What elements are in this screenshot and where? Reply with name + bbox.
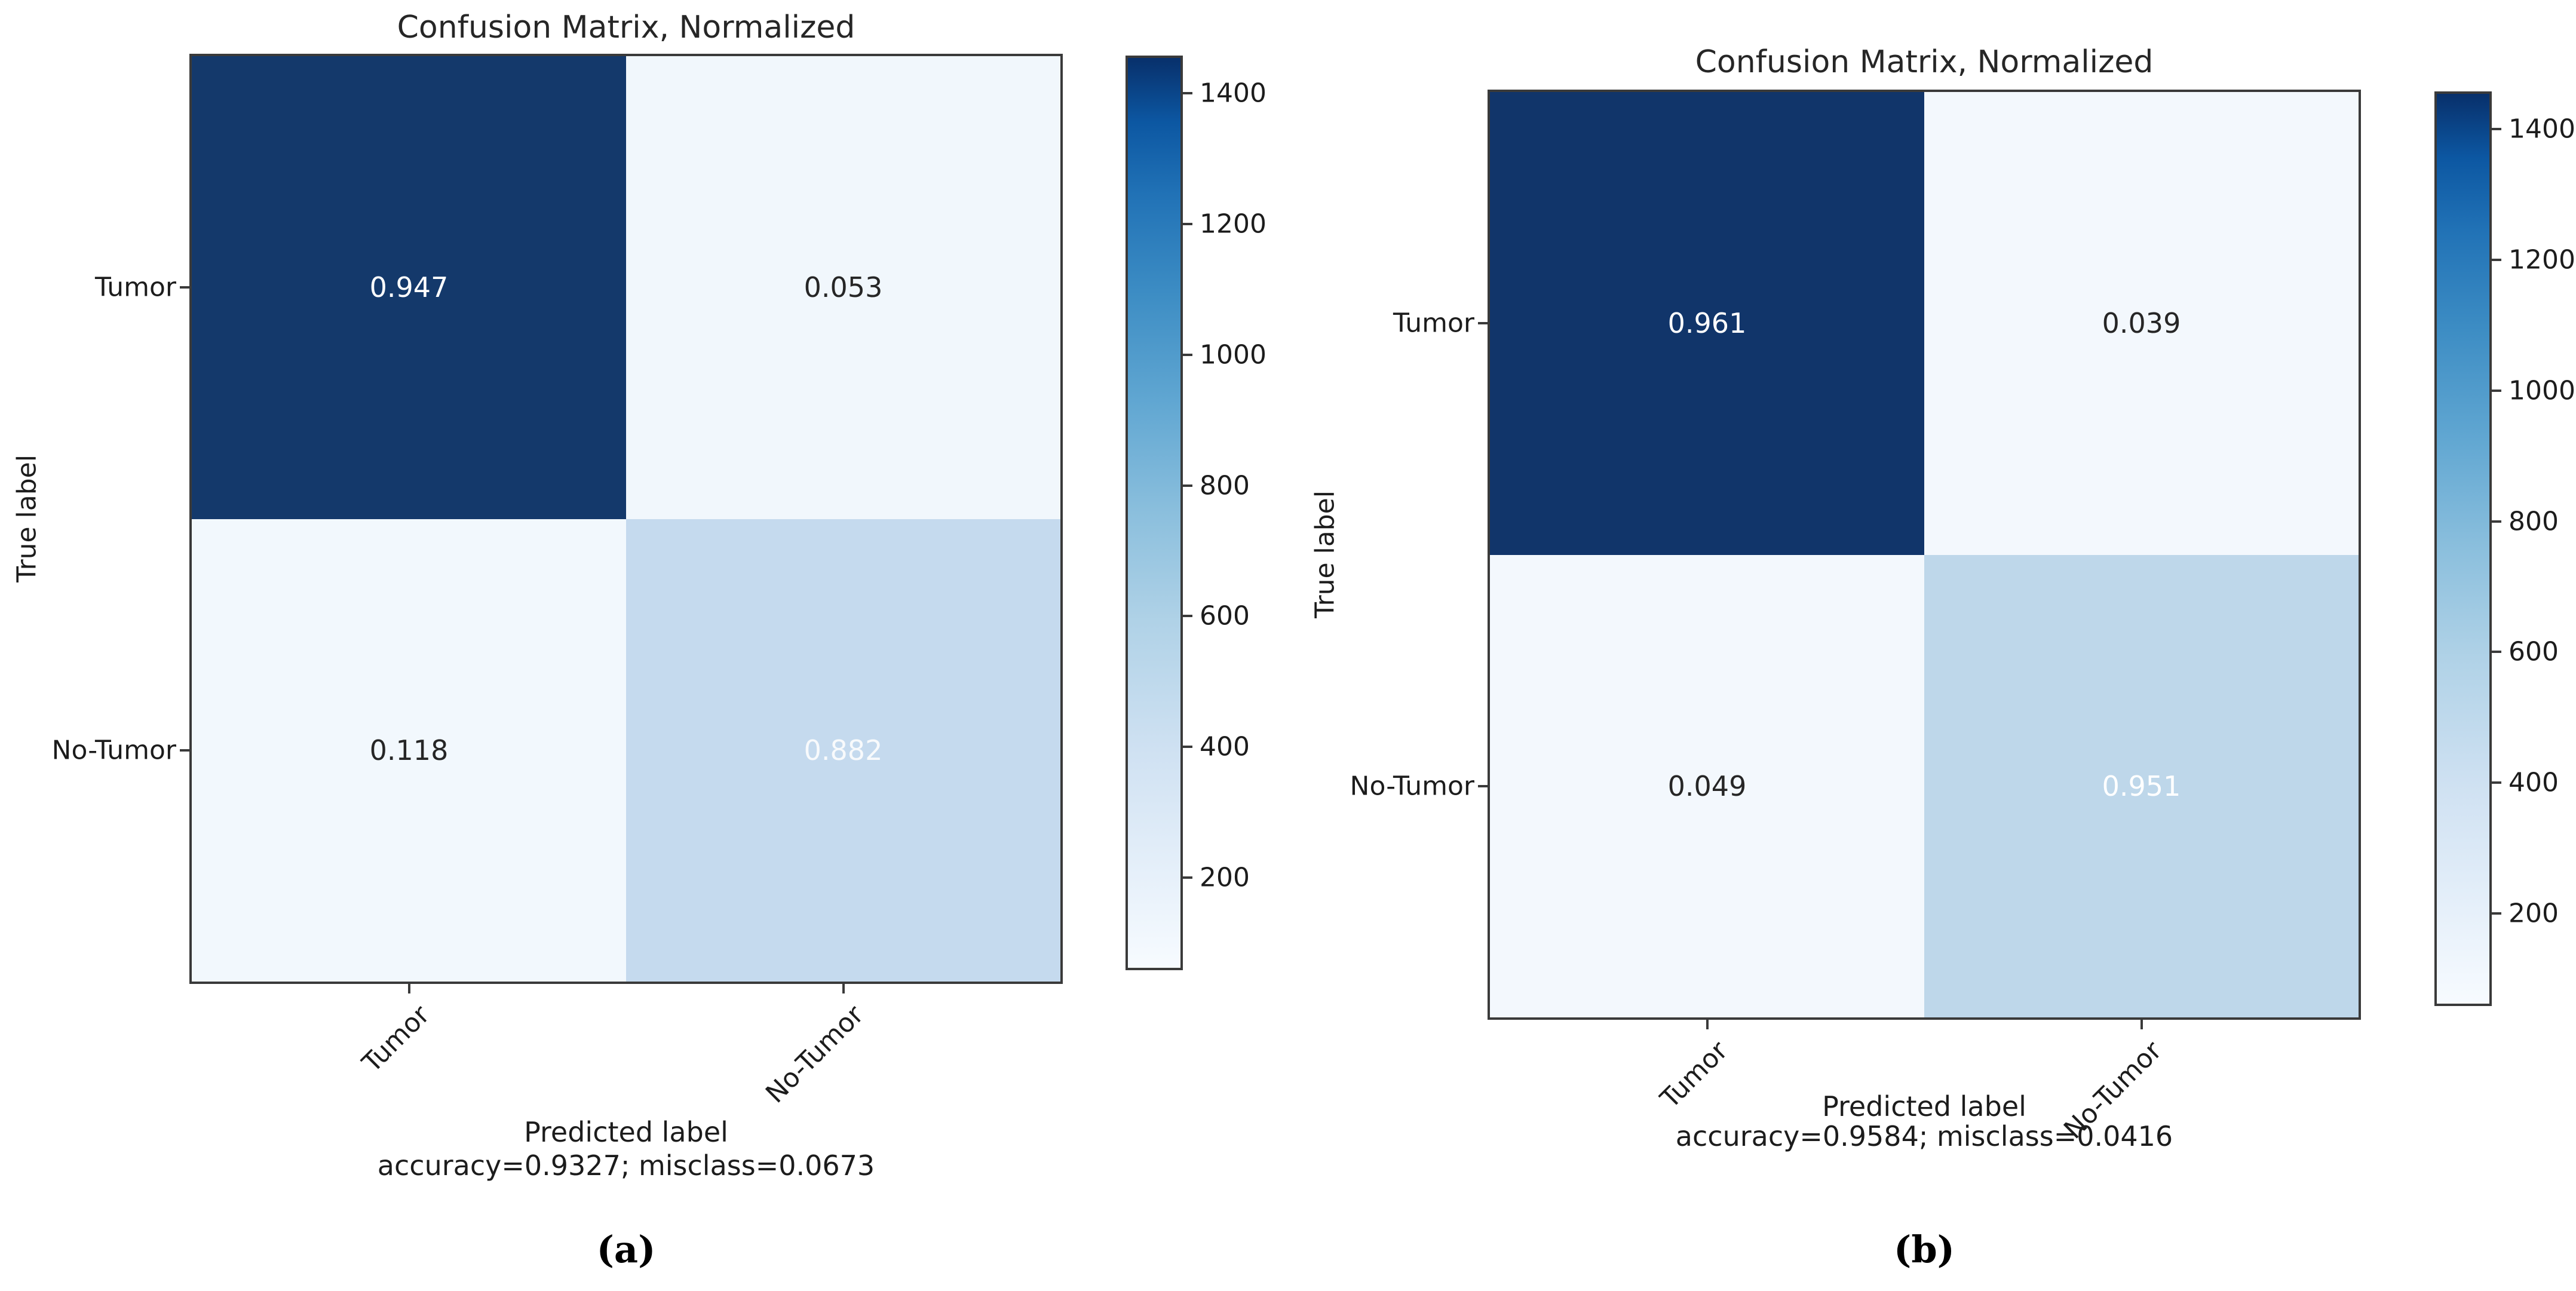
y-tick-label: Tumor <box>95 272 176 303</box>
colorbar-tick-label: 1200 <box>1200 208 1266 240</box>
heatmap-plot: 0.961 0.039 0.049 0.951 Tumor No-Tumor Tumor… <box>1350 90 2361 1145</box>
matrix-cell: 0.118 <box>192 519 626 982</box>
colorbar: 200 400 600 800 1000 1200 1400 <box>2434 91 2575 1006</box>
colorbar-tick-label: 800 <box>2508 506 2559 537</box>
colorbar-tick-label: 400 <box>1200 731 1250 762</box>
colorbar-tick-label: 1200 <box>2508 244 2575 275</box>
x-tick-mark <box>842 983 845 993</box>
colorbar-tick-mark <box>2491 912 2501 915</box>
colorbar-tick-label: 1400 <box>1200 78 1266 109</box>
confusion-matrix-panel-b: Confusion Matrix, Normalized 0.961 0.039 0… <box>1298 36 2576 1291</box>
colorbar-tick-label: 400 <box>2508 767 2559 798</box>
x-axis-label: Predicted label <box>1822 1090 2026 1123</box>
colorbar-tick-mark <box>1182 222 1192 225</box>
x-tick-mark <box>2140 1019 2143 1029</box>
y-tick-label: Tumor <box>1393 308 1474 339</box>
colorbar-tick-mark <box>2491 651 2501 654</box>
heatmap-plot: 0.947 0.053 0.118 0.882 Tumor No-Tumor Tumor… <box>52 54 1063 1109</box>
colorbar-tick-label: 800 <box>1200 470 1250 501</box>
colorbar-tick-mark <box>2491 389 2501 392</box>
colorbar-tick-mark <box>1182 353 1192 356</box>
matrix-cell: 0.053 <box>626 56 1060 519</box>
x-tick-label: Tumor <box>1654 1035 1734 1115</box>
colorbar-tick-label: 200 <box>1200 862 1250 893</box>
y-tick-mark <box>180 286 191 289</box>
x-tick-label: Tumor <box>356 999 436 1079</box>
x-tick-mark <box>1706 1019 1709 1029</box>
colorbar-tick-mark <box>1182 484 1192 487</box>
colorbar-tick-mark <box>1182 92 1192 95</box>
colorbar-tick-mark <box>1182 615 1192 618</box>
colorbar-tick-label: 1000 <box>2508 375 2575 406</box>
matrix-cell: 0.882 <box>626 519 1060 982</box>
matrix-cell: 0.951 <box>1924 554 2359 1017</box>
y-axis-label: True label <box>11 455 42 582</box>
y-axis-label: True label <box>1310 490 1341 618</box>
accuracy-text: accuracy=0.9327; misclass=0.0673 <box>377 1149 875 1182</box>
colorbar-tick-label: 600 <box>2508 636 2559 667</box>
panel-caption-b: (b) <box>1893 1228 1955 1271</box>
x-axis-label: Predicted label <box>524 1116 728 1148</box>
y-tick-mark <box>1478 784 1489 787</box>
matrix-cells: 0.947 0.053 0.118 0.882 <box>192 56 1060 982</box>
accuracy-text: accuracy=0.9584; misclass=0.0416 <box>1675 1120 2173 1152</box>
colorbar-tick-mark <box>2491 520 2501 523</box>
confusion-matrix-panel-a: Confusion Matrix, Normalized 0.947 0.053 0… <box>11 10 1266 1271</box>
colorbar-tick-label: 1400 <box>2508 114 2575 145</box>
matrix-cell: 0.947 <box>192 56 626 519</box>
matrix-cell: 0.049 <box>1490 554 1924 1017</box>
y-tick-mark <box>1478 322 1489 325</box>
colorbar-tick-mark <box>1182 876 1192 879</box>
colorbar: 200 400 600 800 1000 1200 1400 <box>1126 56 1266 970</box>
chart-title: Confusion Matrix, Normalized <box>1695 44 2154 80</box>
chart-title: Confusion Matrix, Normalized <box>397 10 855 45</box>
colorbar-tick-mark <box>1182 746 1192 749</box>
matrix-cell: 0.961 <box>1490 92 1924 555</box>
colorbar-tick-label: 200 <box>2508 898 2559 929</box>
x-tick-mark <box>407 983 410 993</box>
panel-caption-a: (a) <box>596 1228 656 1271</box>
y-tick-label: No-Tumor <box>51 735 176 766</box>
colorbar-tick-mark <box>2491 128 2501 131</box>
matrix-cell: 0.039 <box>1924 92 2359 555</box>
matrix-cells: 0.961 0.039 0.049 0.951 <box>1490 92 2359 1017</box>
colorbar-tick-label: 600 <box>1200 600 1250 631</box>
colorbar-tick-label: 1000 <box>1200 339 1266 370</box>
y-tick-mark <box>180 749 191 752</box>
y-tick-label: No-Tumor <box>1350 771 1474 802</box>
colorbar-tick-mark <box>2491 258 2501 261</box>
x-tick-label: No-Tumor <box>760 999 870 1109</box>
colorbar-tick-mark <box>2491 781 2501 784</box>
